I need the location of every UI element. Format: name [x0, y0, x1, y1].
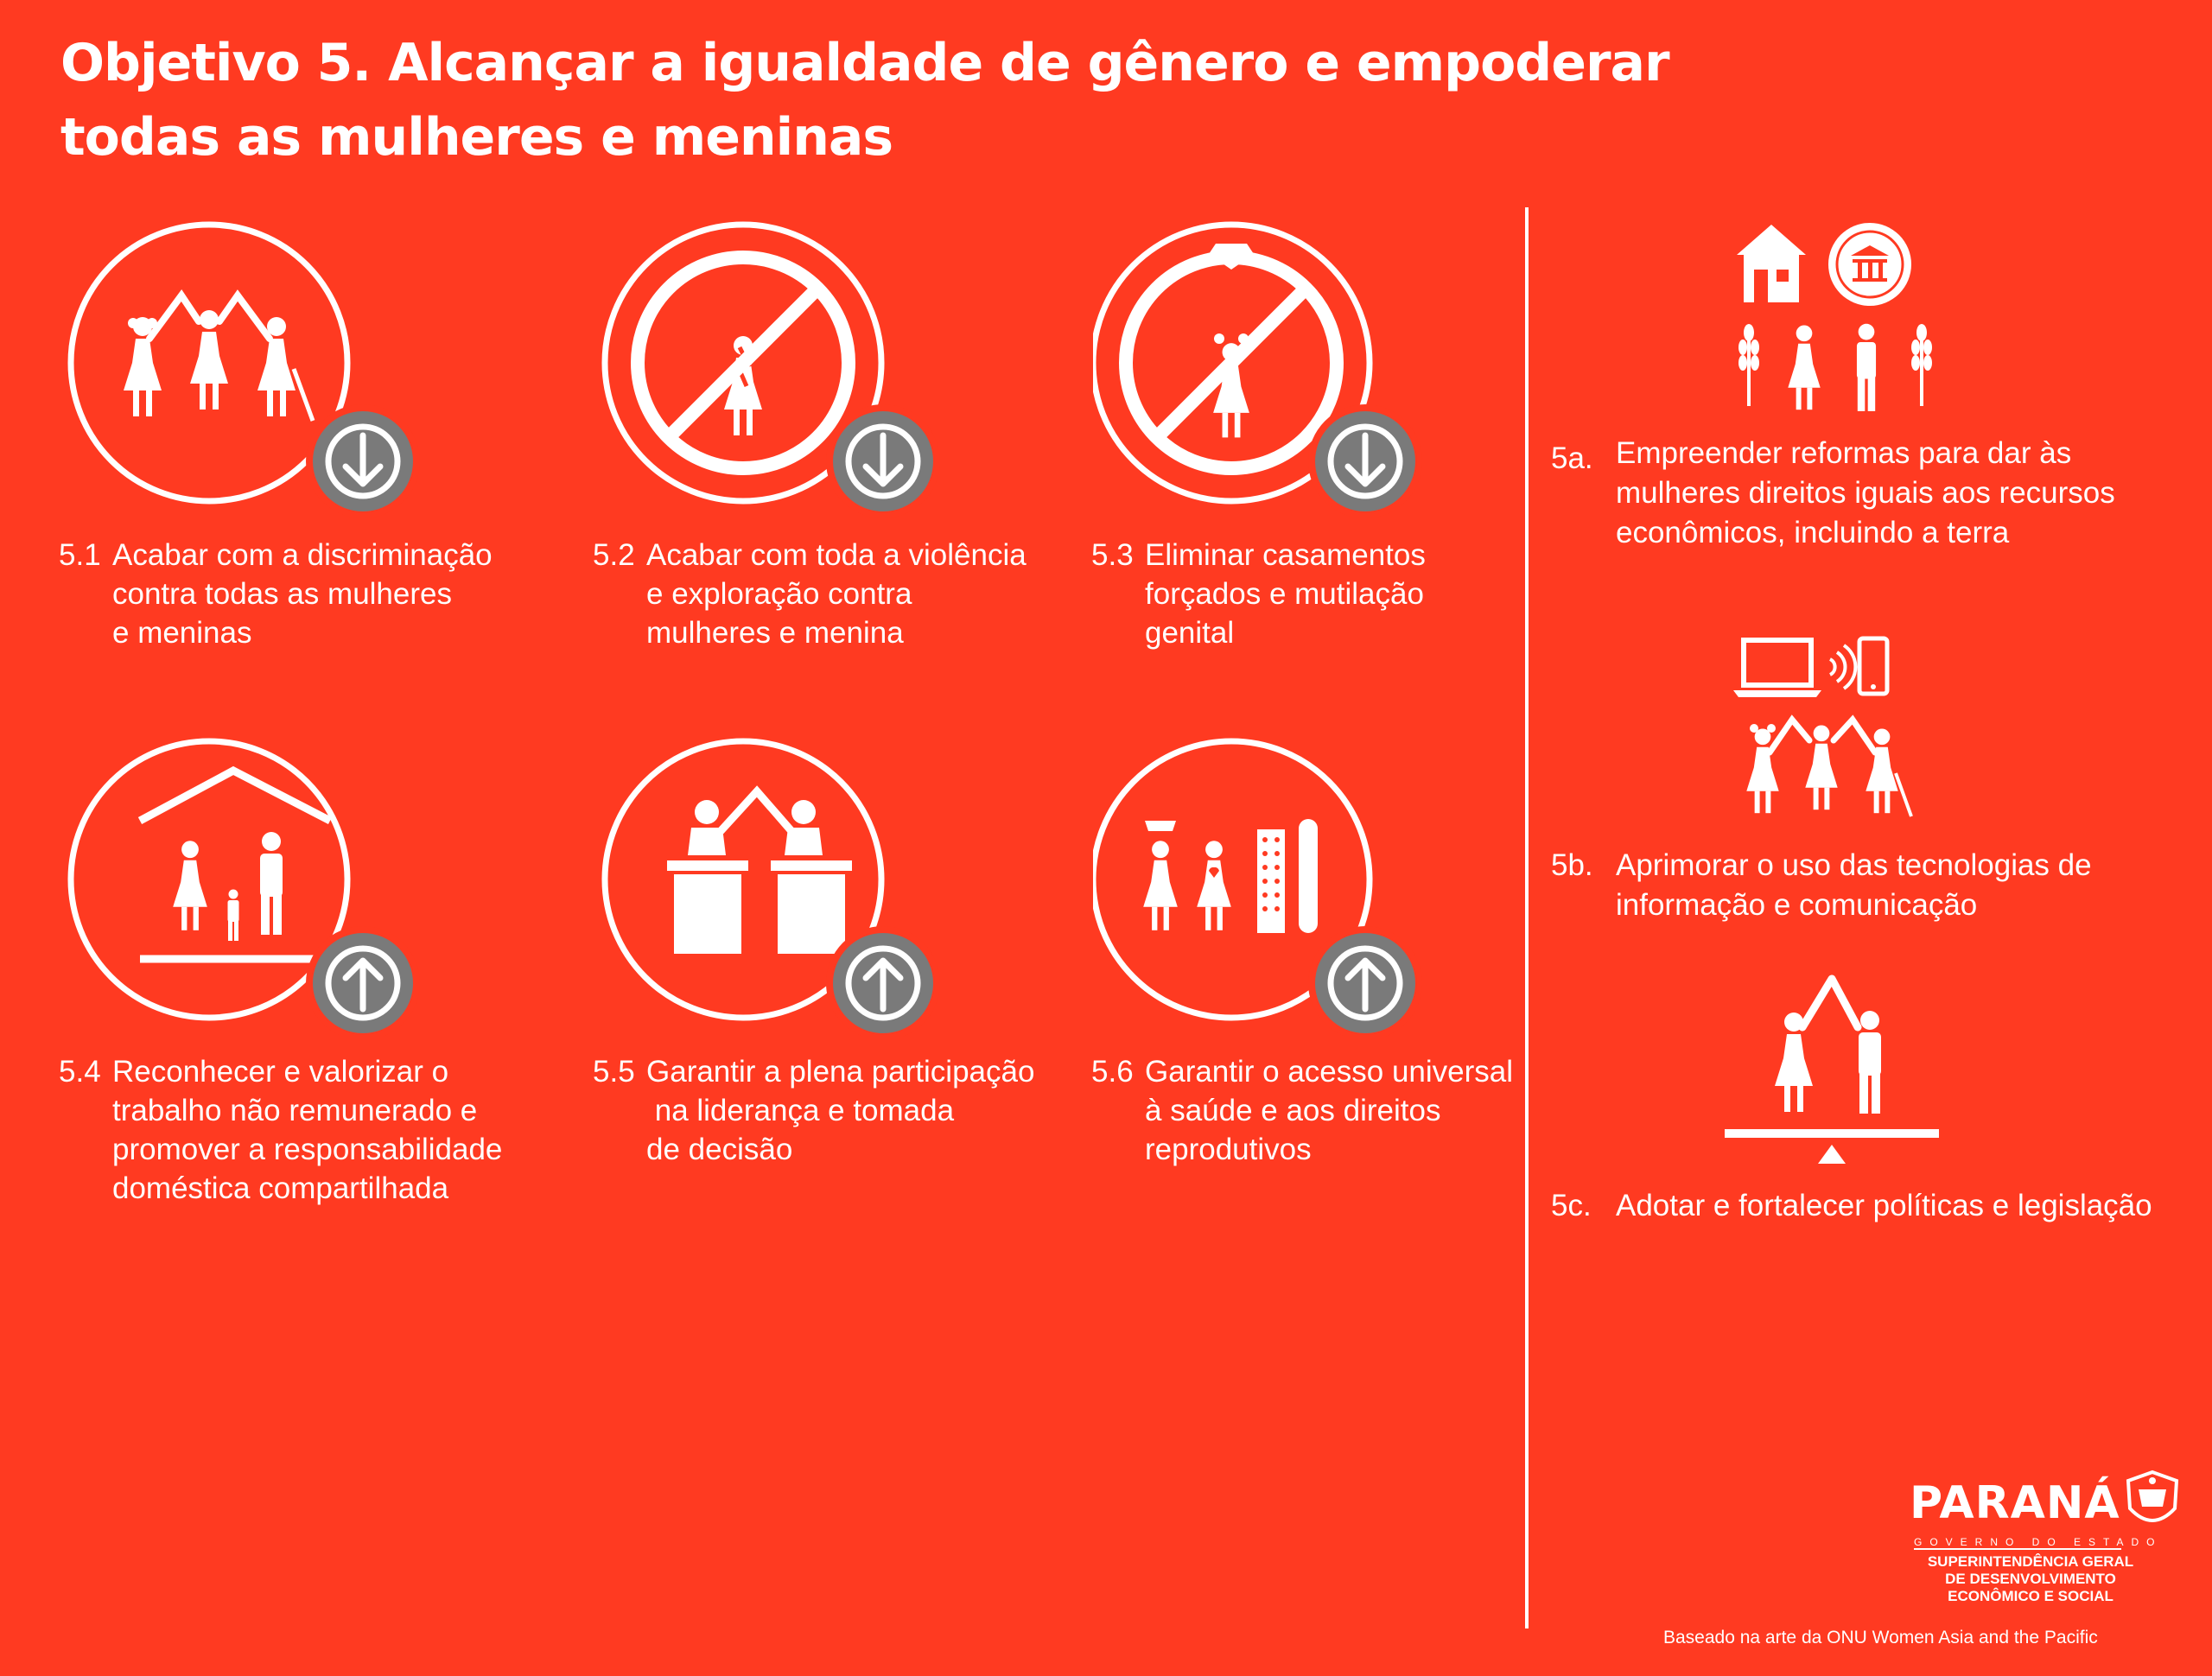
- means-number: 5c.: [1551, 1189, 1592, 1222]
- target-description: Acabar com a discriminação contra todas …: [112, 536, 596, 652]
- means-line: Empreender reformas para dar às: [1616, 436, 2072, 470]
- no-child-marriage-icon: [1093, 221, 1373, 505]
- target-number: 5.4: [59, 1055, 101, 1089]
- target-5-2: 5.2 Acabar com toda a violência e explor…: [593, 218, 1113, 702]
- page-title: Objetivo 5. Alcançar a igualdade de gêne…: [60, 26, 1702, 175]
- target-line: Garantir a plena participação: [646, 1055, 1035, 1089]
- means-description: Aprimorar o uso das tecnologias de infor…: [1616, 846, 2186, 925]
- logo-wordmark: PARANÁ: [1910, 1477, 2120, 1529]
- target-line: doméstica compartilhada: [112, 1171, 449, 1205]
- target-line: mulheres e menina: [646, 616, 904, 650]
- target-line: à saúde e aos direitos: [1145, 1094, 1441, 1127]
- up-arrow-badge-icon: [306, 926, 420, 1037]
- title-line-1: Objetivo 5. Alcançar a igualdade de gêne…: [60, 33, 1670, 93]
- target-5-1: 5.1 Acabar com a discriminação contra to…: [59, 218, 579, 702]
- means-description: Empreender reformas para dar às mulheres…: [1616, 434, 2186, 553]
- means-line: informação e comunicação: [1616, 888, 1978, 922]
- means-number: 5b.: [1551, 848, 1593, 882]
- target-line: reprodutivos: [1145, 1133, 1312, 1166]
- credit-note: Baseado na arte da ONU Women Asia and th…: [1663, 1628, 2098, 1647]
- target-line: Eliminar casamentos: [1145, 538, 1426, 572]
- family-under-roof-icon: [67, 738, 351, 1021]
- laptop-phone-women-icon: [1733, 636, 1913, 817]
- means-5b: 5b. Aprimorar o uso das tecnologias de i…: [1547, 626, 2195, 937]
- no-violence-against-women-icon: [601, 221, 885, 505]
- logo-department-line: SUPERINTENDÊNCIA GERAL: [1927, 1553, 2134, 1570]
- target-line: contra todas as mulheres: [112, 577, 452, 611]
- up-arrow-badge-icon: [1308, 926, 1422, 1037]
- target-number: 5.6: [1091, 1055, 1134, 1089]
- means-line: Aprimorar o uso das tecnologias de: [1616, 848, 2092, 882]
- coat-of-arms-icon: [2126, 1470, 2179, 1522]
- target-line: trabalho não remunerado e: [112, 1094, 478, 1127]
- target-5-3: 5.3 Eliminar casamentos forçados e mutil…: [1091, 218, 1611, 702]
- target-line: na liderança e tomada: [646, 1094, 955, 1127]
- house-bank-crops-people-icon: [1737, 223, 1932, 411]
- target-line: e meninas: [112, 616, 252, 650]
- target-line: genital: [1145, 616, 1235, 650]
- reproductive-health-icon: [1093, 738, 1373, 1021]
- target-5-4: 5.4 Reconhecer e valorizar o trabalho nã…: [59, 734, 579, 1218]
- three-women-holding-hands-icon: [67, 221, 351, 505]
- target-5-6: 5.6 Garantir o acesso universal à saúde …: [1091, 734, 1611, 1218]
- target-line: Reconhecer e valorizar o: [112, 1055, 449, 1089]
- target-number: 5.2: [593, 538, 635, 572]
- means-number: 5a.: [1551, 441, 1593, 475]
- target-5-5: 5.5 Garantir a plena participação na lid…: [593, 734, 1113, 1218]
- balanced-scale-couple-icon: [1725, 974, 1939, 1164]
- down-arrow-badge-icon: [306, 404, 420, 518]
- two-leaders-at-podiums-icon: [601, 738, 885, 1021]
- means-description: Adotar e fortalecer políticas e legislaç…: [1616, 1186, 2195, 1226]
- up-arrow-badge-icon: [826, 926, 940, 1037]
- target-description: Garantir a plena participação na lideran…: [646, 1052, 1130, 1169]
- down-arrow-badge-icon: [826, 404, 940, 518]
- target-description: Acabar com toda a violência e exploração…: [646, 536, 1130, 652]
- target-description: Eliminar casamentos forçados e mutilação…: [1145, 536, 1629, 652]
- logo-subtitle: GOVERNO DO ESTADO: [1914, 1536, 2163, 1548]
- target-description: Reconhecer e valorizar o trabalho não re…: [112, 1052, 596, 1208]
- means-line: econômicos, incluindo a terra: [1616, 516, 2010, 549]
- target-description: Garantir o acesso universal à saúde e ao…: [1145, 1052, 1629, 1169]
- target-number: 5.1: [59, 538, 101, 572]
- target-line: Garantir o acesso universal: [1145, 1055, 1514, 1089]
- logo-department-line: ECONÔMICO E SOCIAL: [1948, 1588, 2113, 1604]
- target-line: Acabar com a discriminação: [112, 538, 493, 572]
- logo-department-line: DE DESENVOLVIMENTO: [1945, 1571, 2116, 1587]
- means-5c: 5c. Adotar e fortalecer políticas e legi…: [1547, 972, 2195, 1231]
- target-line: de decisão: [646, 1133, 793, 1166]
- target-line: Acabar com toda a violência: [646, 538, 1027, 572]
- target-number: 5.3: [1091, 538, 1134, 572]
- parana-government-logo: PARANÁ GOVERNO DO ESTADO SUPERINTENDÊNCI…: [1905, 1469, 2190, 1607]
- target-line: e exploração contra: [646, 577, 912, 611]
- means-line: Adotar e fortalecer políticas e legislaç…: [1616, 1189, 2152, 1222]
- target-line: forçados e mutilação: [1145, 577, 1424, 611]
- down-arrow-badge-icon: [1308, 404, 1422, 518]
- target-line: promover a responsabilidade: [112, 1133, 503, 1166]
- column-divider: [1525, 207, 1529, 1628]
- means-5a: 5a. Empreender reformas para dar às mulh…: [1547, 207, 2195, 570]
- logo-divider: [1914, 1548, 2121, 1550]
- title-line-2: todas as mulheres e meninas: [60, 107, 893, 168]
- target-number: 5.5: [593, 1055, 635, 1089]
- means-line: mulheres direitos iguais aos recursos: [1616, 476, 2115, 510]
